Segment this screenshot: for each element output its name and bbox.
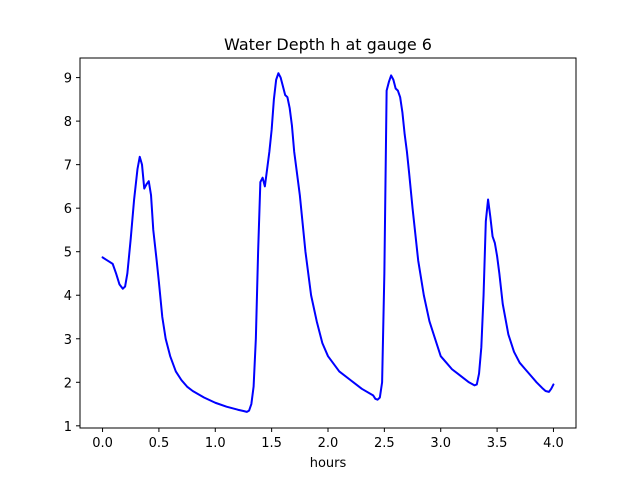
- x-tick-label: 0.5: [149, 436, 170, 451]
- plot-area: [101, 72, 555, 413]
- y-tick-label: 1: [64, 420, 72, 435]
- x-axis-label: hours: [310, 456, 347, 471]
- y-tick-label: 5: [64, 246, 72, 261]
- x-tick-label: 0.0: [92, 436, 113, 451]
- x-tick-label: 4.0: [543, 436, 564, 451]
- x-tick-label: 3.5: [487, 436, 508, 451]
- x-tick-label: 1.5: [261, 436, 282, 451]
- x-tick-label: 1.0: [205, 436, 226, 451]
- x-tick-label: 2.0: [318, 436, 339, 451]
- x-tick-label: 2.5: [374, 436, 395, 451]
- x-axis: 0.0 0.5 1.0 1.5 2.0 2.5 3.0 3.5 4.0: [92, 428, 564, 451]
- y-axis: 1 2 3 4 5 6 7 8 9: [64, 72, 80, 435]
- y-tick-label: 3: [64, 333, 72, 348]
- x-tick-label: 3.0: [430, 436, 451, 451]
- y-tick-label: 2: [64, 376, 72, 391]
- y-tick-label: 4: [64, 289, 72, 304]
- series-line-0: [101, 72, 555, 413]
- y-tick-label: 9: [64, 72, 72, 87]
- chart-title: Water Depth h at gauge 6: [224, 35, 432, 54]
- y-tick-label: 7: [64, 159, 72, 174]
- axes-frame: [79, 57, 577, 429]
- y-tick-label: 6: [64, 202, 72, 217]
- y-tick-label: 8: [64, 115, 72, 130]
